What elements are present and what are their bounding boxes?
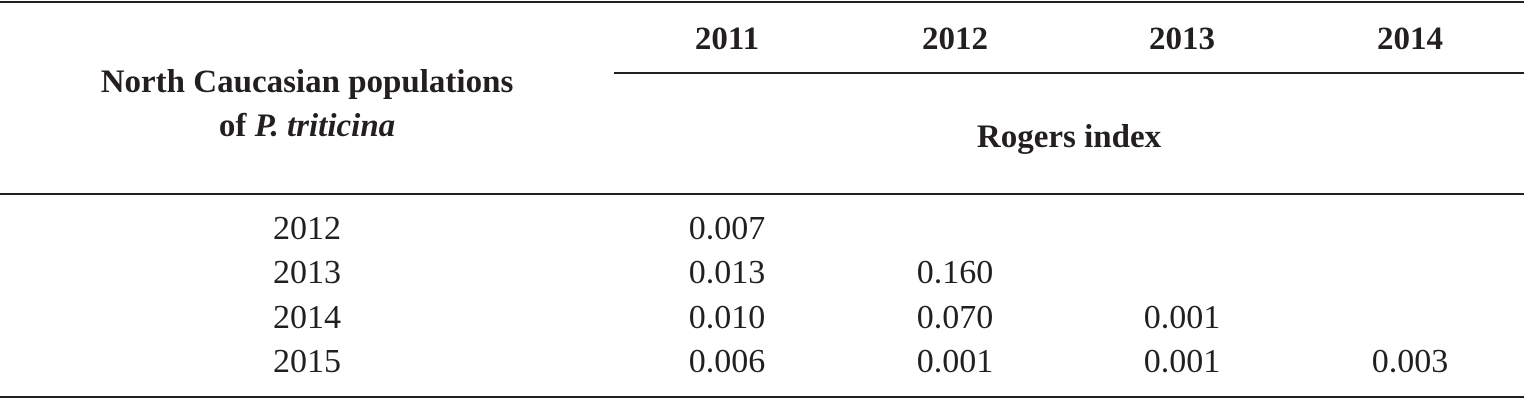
column-header-2013: 2013 bbox=[1149, 21, 1215, 57]
table-cell: 0.001 bbox=[1143, 299, 1221, 336]
spanner-rogers-index: Rogers index bbox=[976, 119, 1162, 155]
header-bottom-rule bbox=[0, 193, 1524, 195]
row-label: 2015 bbox=[273, 343, 341, 380]
table-cell: 0.070 bbox=[916, 299, 994, 336]
table-cell: 0.006 bbox=[688, 343, 766, 380]
row-label: 2014 bbox=[273, 299, 341, 336]
row-label: 2012 bbox=[273, 210, 341, 247]
row-label: 2013 bbox=[273, 254, 341, 291]
table-cell: 0.003 bbox=[1371, 343, 1449, 380]
table-cell: 0.013 bbox=[688, 254, 766, 291]
table-cell: 0.001 bbox=[916, 343, 994, 380]
stub-header-line1: North Caucasian populations bbox=[100, 64, 514, 100]
table-bottom-rule bbox=[0, 396, 1524, 398]
stub-header-line2: of P. triticina bbox=[0, 104, 614, 148]
column-header-2012: 2012 bbox=[922, 21, 988, 57]
header-rule bbox=[614, 72, 1524, 74]
table-top-rule bbox=[0, 1, 1524, 3]
table-cell: 0.160 bbox=[916, 254, 994, 291]
stub-header-prefix: of bbox=[218, 108, 255, 144]
stub-header-species: P. triticina bbox=[254, 108, 396, 144]
table-cell: 0.007 bbox=[688, 210, 766, 247]
stub-header: North Caucasian populations of P. tritic… bbox=[0, 60, 614, 148]
column-header-2011: 2011 bbox=[694, 21, 760, 57]
column-header-2014: 2014 bbox=[1377, 21, 1443, 57]
table-cell: 0.010 bbox=[688, 299, 766, 336]
table-cell: 0.001 bbox=[1143, 343, 1221, 380]
